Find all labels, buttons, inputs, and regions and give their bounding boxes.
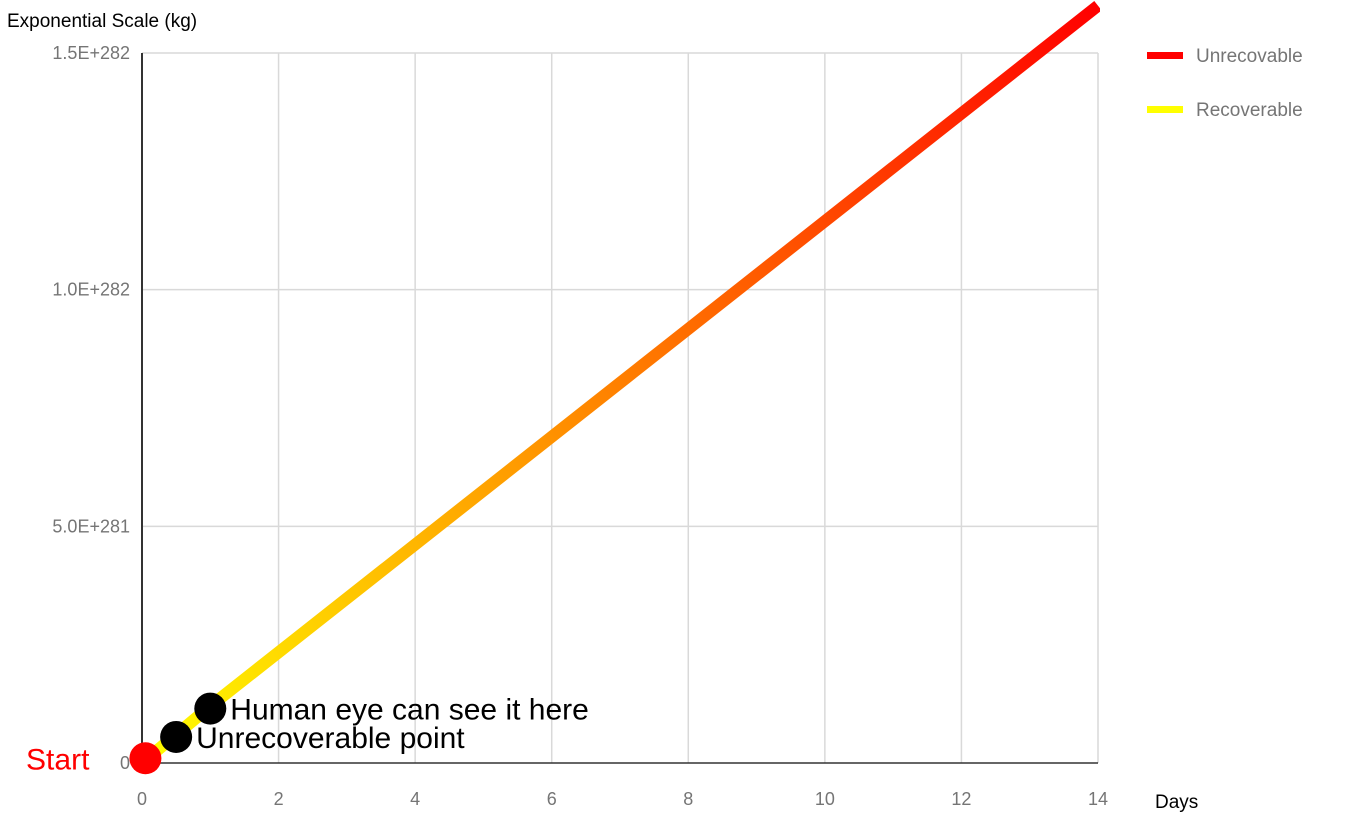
start-marker [129,742,162,775]
x-tick-label: 12 [951,789,971,809]
human-eye-marker [194,692,227,725]
legend-label: Unrecovable [1196,46,1303,67]
x-tick-label: 2 [274,789,284,809]
gridlines [142,52,1099,763]
legend: Unrecovable Recoverable [1147,46,1303,121]
legend-label: Recoverable [1196,100,1303,121]
legend-swatch [1147,106,1183,113]
y-axis-title: Exponential Scale (kg) [7,11,197,32]
y-tick-label: 0 [120,753,130,773]
x-tick-label: 8 [683,789,693,809]
x-tick-label: 10 [815,789,835,809]
start-label: Start [26,743,90,776]
x-axis-title: Days [1155,792,1198,813]
human-eye-label: Human eye can see it here [230,694,589,727]
y-tick-label: 5.0E+281 [52,516,130,536]
y-tick-label: 1.0E+282 [52,280,130,300]
x-tick-label: 4 [410,789,420,809]
unrecoverable-point-marker [160,720,193,753]
tick-labels: 0 5.0E+281 1.0E+282 1.5E+282 0 2 4 6 8 10 12 14 [52,43,1108,809]
axes [141,53,1098,764]
x-tick-label: 0 [137,789,147,809]
x-tick-label: 6 [547,789,557,809]
unrecoverable-point-label: Unrecoverable point [196,722,465,755]
y-tick-label: 1.5E+282 [52,43,130,63]
series-lines [138,0,1100,768]
x-tick-label: 14 [1088,789,1108,809]
series-line [138,0,1100,768]
legend-swatch [1147,52,1183,59]
